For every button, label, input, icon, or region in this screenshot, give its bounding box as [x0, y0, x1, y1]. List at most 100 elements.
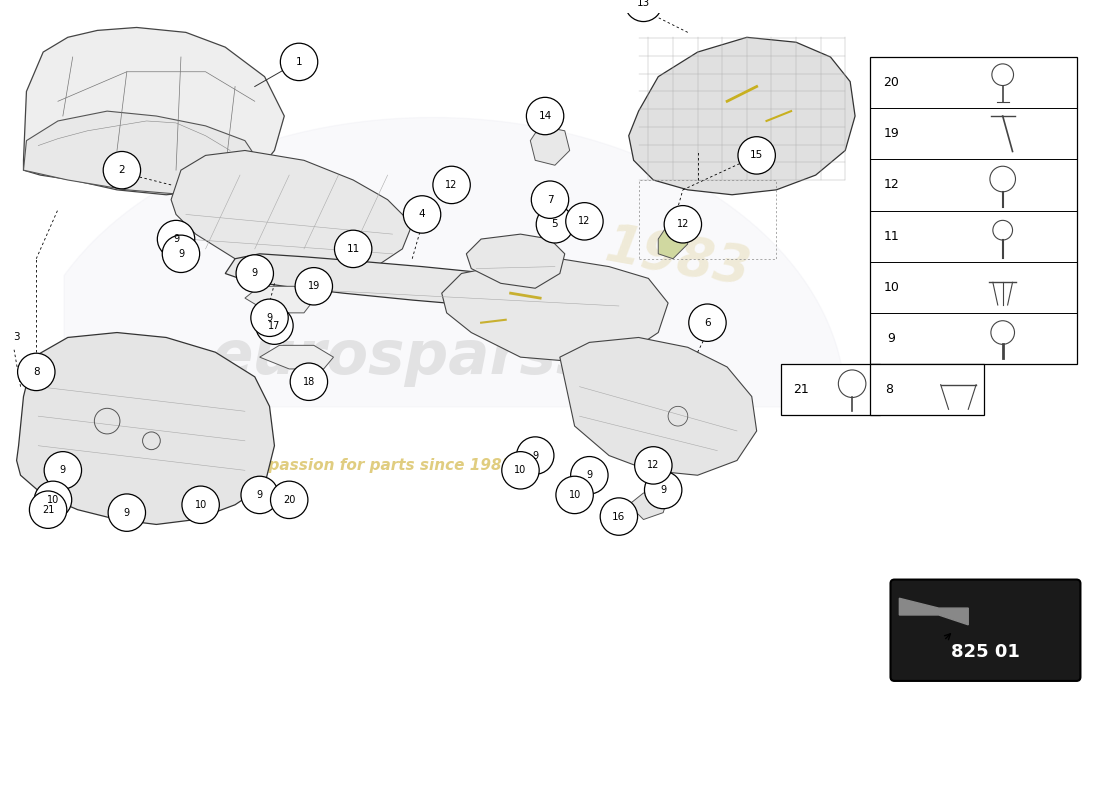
Polygon shape [530, 126, 570, 166]
Circle shape [295, 267, 332, 305]
Polygon shape [23, 27, 284, 194]
Circle shape [34, 481, 72, 518]
Circle shape [689, 304, 726, 342]
Polygon shape [466, 234, 564, 288]
Text: 11: 11 [346, 244, 360, 254]
Circle shape [527, 98, 564, 134]
Text: 10: 10 [569, 490, 581, 500]
Polygon shape [900, 598, 968, 625]
Text: 8: 8 [886, 383, 893, 396]
Text: 17: 17 [268, 321, 280, 330]
Text: 9: 9 [660, 485, 667, 495]
Text: 15: 15 [750, 150, 763, 160]
Text: 18: 18 [302, 377, 315, 386]
Text: a passion for parts since 1983: a passion for parts since 1983 [253, 458, 513, 473]
Text: 9: 9 [888, 332, 895, 345]
Text: 12: 12 [647, 460, 660, 470]
Text: 9: 9 [178, 249, 184, 259]
Text: 12: 12 [676, 219, 689, 230]
Circle shape [241, 476, 278, 514]
Circle shape [664, 206, 702, 243]
Bar [870, 57, 1077, 364]
Circle shape [251, 299, 288, 337]
Text: 10: 10 [515, 466, 527, 475]
Text: 16: 16 [613, 511, 626, 522]
Text: 9: 9 [256, 490, 263, 500]
Circle shape [157, 220, 195, 258]
Text: 9: 9 [266, 313, 273, 322]
Circle shape [236, 254, 274, 292]
Circle shape [103, 151, 141, 189]
Circle shape [517, 437, 554, 474]
Text: 1983: 1983 [601, 220, 755, 297]
Text: 3: 3 [13, 333, 20, 342]
Circle shape [601, 498, 638, 535]
Text: 9: 9 [532, 450, 538, 461]
Circle shape [271, 481, 308, 518]
Text: 9: 9 [252, 269, 257, 278]
Text: 825 01: 825 01 [952, 643, 1020, 662]
Circle shape [255, 307, 293, 344]
Polygon shape [629, 493, 668, 519]
Polygon shape [23, 111, 255, 194]
Circle shape [645, 471, 682, 509]
Text: 19: 19 [308, 282, 320, 291]
Polygon shape [629, 38, 855, 194]
Circle shape [44, 452, 81, 489]
Polygon shape [442, 258, 668, 362]
Polygon shape [172, 150, 412, 278]
Circle shape [280, 43, 318, 81]
Text: 8: 8 [33, 367, 40, 377]
Circle shape [290, 363, 328, 401]
Text: 9: 9 [173, 234, 179, 244]
Text: 7: 7 [547, 194, 553, 205]
Circle shape [556, 476, 593, 514]
Circle shape [30, 491, 67, 528]
Text: 10: 10 [883, 281, 900, 294]
FancyBboxPatch shape [891, 579, 1080, 681]
Text: 12: 12 [883, 178, 900, 191]
Circle shape [635, 446, 672, 484]
Text: 9: 9 [59, 466, 66, 475]
Circle shape [334, 230, 372, 267]
Circle shape [502, 452, 539, 489]
Text: 19: 19 [883, 127, 900, 140]
Text: 9: 9 [124, 508, 130, 518]
Polygon shape [658, 224, 688, 258]
Polygon shape [260, 346, 333, 369]
Circle shape [565, 202, 603, 240]
Text: eurosparss: eurosparss [211, 328, 593, 386]
Circle shape [738, 137, 775, 174]
Circle shape [531, 181, 569, 218]
Text: 1: 1 [296, 57, 303, 67]
Circle shape [18, 354, 55, 390]
Text: 13: 13 [637, 0, 650, 8]
Polygon shape [226, 254, 629, 318]
Text: 2: 2 [119, 165, 125, 175]
Circle shape [571, 457, 608, 494]
Polygon shape [245, 286, 314, 313]
Text: 5: 5 [551, 219, 558, 230]
Text: 21: 21 [793, 383, 808, 396]
Text: 20: 20 [883, 76, 900, 89]
Text: 12: 12 [446, 180, 458, 190]
Polygon shape [560, 338, 757, 475]
Text: 10: 10 [47, 495, 59, 505]
Text: 10: 10 [195, 500, 207, 510]
Circle shape [536, 206, 573, 243]
Text: 6: 6 [704, 318, 711, 328]
Bar [781, 364, 880, 415]
Text: 20: 20 [283, 495, 296, 505]
Circle shape [625, 0, 662, 22]
Polygon shape [16, 333, 274, 525]
Bar [870, 364, 983, 415]
Circle shape [163, 235, 200, 273]
Circle shape [108, 494, 145, 531]
Text: 9: 9 [586, 470, 593, 480]
Text: 21: 21 [42, 505, 54, 514]
Text: 12: 12 [579, 216, 591, 226]
Circle shape [182, 486, 219, 523]
Text: 14: 14 [539, 111, 552, 121]
Text: 4: 4 [419, 210, 426, 219]
Circle shape [404, 196, 441, 233]
